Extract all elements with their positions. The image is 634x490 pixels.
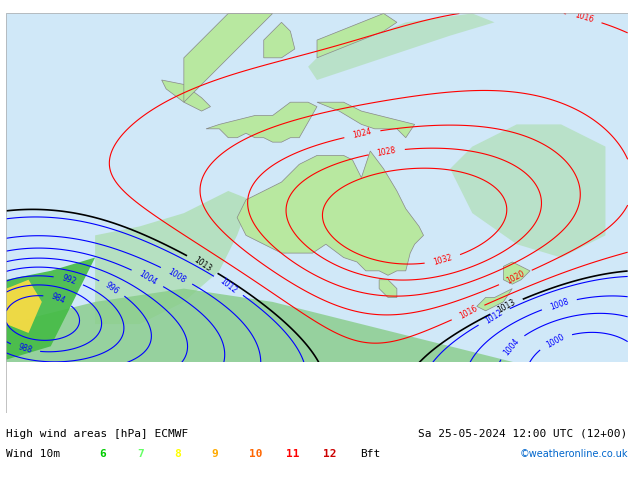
Text: 992: 992: [60, 273, 77, 287]
Polygon shape: [6, 289, 628, 413]
Polygon shape: [379, 280, 397, 297]
Text: 6: 6: [100, 449, 107, 459]
Text: 984: 984: [50, 292, 67, 306]
Text: 1024: 1024: [352, 127, 373, 141]
Polygon shape: [95, 191, 250, 324]
Text: 1008: 1008: [166, 267, 187, 285]
Polygon shape: [477, 289, 512, 311]
Text: 1008: 1008: [31, 402, 52, 416]
Text: 1032: 1032: [432, 253, 453, 267]
Polygon shape: [308, 13, 495, 80]
Text: High wind areas [hPa] ECMWF: High wind areas [hPa] ECMWF: [6, 429, 188, 439]
Polygon shape: [6, 280, 42, 333]
Polygon shape: [317, 13, 397, 58]
Text: 1004: 1004: [137, 269, 158, 287]
Text: 1016: 1016: [458, 304, 479, 321]
Polygon shape: [317, 102, 415, 138]
Text: 1012: 1012: [484, 308, 505, 325]
Polygon shape: [206, 102, 317, 142]
Text: 9: 9: [211, 449, 218, 459]
Text: Bft: Bft: [361, 449, 381, 459]
Text: 1028: 1028: [377, 146, 397, 158]
Text: 1013: 1013: [192, 255, 213, 273]
Text: 12: 12: [323, 449, 337, 459]
Text: 1013: 1013: [496, 298, 517, 315]
Text: 1012: 1012: [218, 276, 239, 295]
Polygon shape: [450, 124, 605, 258]
Text: 1020: 1020: [505, 269, 526, 286]
Text: 988: 988: [17, 343, 33, 355]
Bar: [6, 362, 628, 413]
Polygon shape: [6, 258, 95, 360]
Polygon shape: [184, 13, 273, 102]
Text: 1000: 1000: [82, 380, 101, 389]
Polygon shape: [264, 23, 295, 58]
Polygon shape: [503, 262, 530, 284]
Text: 1000: 1000: [544, 332, 566, 349]
Text: 1016: 1016: [574, 11, 595, 25]
Text: Sa 25-05-2024 12:00 UTC (12+00): Sa 25-05-2024 12:00 UTC (12+00): [418, 429, 628, 439]
Text: ©weatheronline.co.uk: ©weatheronline.co.uk: [519, 449, 628, 459]
Polygon shape: [162, 80, 210, 111]
Text: 996: 996: [104, 280, 121, 296]
Text: Wind 10m: Wind 10m: [6, 449, 74, 459]
Polygon shape: [237, 151, 424, 275]
Text: 11: 11: [286, 449, 299, 459]
Text: 1008: 1008: [548, 296, 570, 312]
Text: 7: 7: [137, 449, 143, 459]
Text: 8: 8: [174, 449, 181, 459]
Text: 10: 10: [249, 449, 262, 459]
Text: 1004: 1004: [501, 336, 521, 357]
